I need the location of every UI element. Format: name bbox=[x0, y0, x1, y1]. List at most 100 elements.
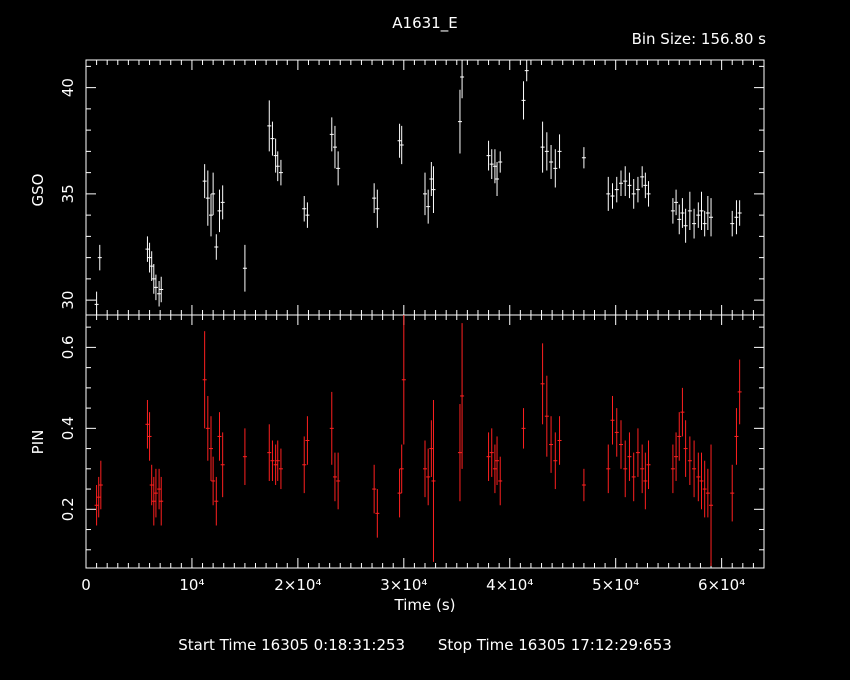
pin-data-point bbox=[623, 440, 628, 498]
x-tick-label: 5×10⁴ bbox=[592, 576, 639, 594]
pin-data-point bbox=[581, 468, 586, 502]
gso-data-point bbox=[375, 189, 380, 228]
pin-data-point bbox=[153, 468, 158, 518]
pin-data-point bbox=[643, 452, 648, 510]
pin-data-point bbox=[702, 460, 707, 518]
pin-data-point bbox=[635, 428, 640, 477]
pin-data-point bbox=[147, 412, 152, 461]
pin-data-point bbox=[372, 464, 377, 514]
gso-data-point bbox=[267, 100, 272, 152]
pin-data-point bbox=[94, 485, 99, 526]
pin-data-point bbox=[211, 456, 216, 506]
gso-data-point bbox=[674, 189, 679, 216]
gso-data-point bbox=[702, 210, 707, 237]
gso-data-point bbox=[159, 276, 164, 303]
gso-data-point bbox=[302, 196, 307, 222]
pin-data-point bbox=[375, 489, 380, 538]
pin-data-point bbox=[431, 400, 436, 562]
gso-data-point bbox=[332, 125, 337, 169]
gso-data-point bbox=[489, 149, 494, 179]
pin-data-point bbox=[557, 416, 562, 465]
pin-data-point bbox=[540, 343, 545, 425]
pin-data-point bbox=[209, 416, 214, 481]
gso-data-point bbox=[737, 200, 742, 226]
pin-data-point bbox=[692, 440, 697, 498]
gso-data-point bbox=[614, 176, 619, 203]
pin-data-point bbox=[606, 444, 611, 494]
pin-data-point bbox=[614, 408, 619, 457]
y-tick-label: 0.6 bbox=[59, 335, 77, 359]
x-tick-label: 4×10⁴ bbox=[486, 576, 533, 594]
gso-data-point bbox=[149, 251, 154, 281]
pin-data-point bbox=[544, 375, 549, 457]
pin-data-point bbox=[149, 464, 154, 506]
gso-data-point bbox=[211, 172, 216, 216]
pin-data-point bbox=[670, 444, 675, 494]
pin-data-point bbox=[734, 408, 739, 465]
gso-data-point bbox=[606, 176, 611, 211]
gso-data-point bbox=[680, 198, 685, 228]
gso-data-point bbox=[646, 181, 651, 207]
pin-data-point bbox=[397, 468, 402, 518]
pin-data-point bbox=[98, 460, 103, 510]
y-tick-label: 0.2 bbox=[59, 497, 77, 521]
gso-data-point bbox=[696, 202, 701, 228]
gso-data-point bbox=[699, 191, 704, 230]
pin-data-point bbox=[220, 432, 225, 498]
gso-data-point bbox=[492, 149, 497, 184]
pin-data-point bbox=[332, 452, 337, 502]
gso-data-point bbox=[618, 170, 623, 196]
pin-axis-label: PIN bbox=[29, 430, 47, 455]
gso-data-point bbox=[209, 193, 214, 237]
gso-data-point bbox=[734, 200, 739, 235]
gso-data-point bbox=[399, 125, 404, 165]
start-time-label: Start Time 16305 0:18:31:253 bbox=[178, 636, 406, 654]
pin-data-point bbox=[205, 395, 210, 461]
pin-data-point bbox=[157, 468, 162, 510]
pin-data-point bbox=[151, 476, 156, 526]
pin-data-point bbox=[159, 476, 164, 526]
x-tick-label: 10⁴ bbox=[179, 576, 204, 594]
pin-data-point bbox=[278, 448, 283, 490]
gso-data-point bbox=[623, 166, 628, 196]
pin-data-point bbox=[270, 440, 275, 481]
pin-data-point bbox=[401, 315, 406, 445]
gso-data-point bbox=[217, 189, 222, 233]
gso-data-point bbox=[273, 138, 278, 173]
gso-data-point bbox=[151, 264, 156, 294]
pin-data-point bbox=[730, 464, 735, 522]
gso-data-point bbox=[423, 172, 427, 216]
gso-data-point bbox=[549, 145, 554, 179]
gso-data-point bbox=[397, 123, 402, 158]
pin-data-point bbox=[302, 436, 307, 494]
gso-data-point bbox=[145, 236, 150, 262]
gso-axis-label: GSO bbox=[29, 174, 47, 207]
gso-data-point bbox=[627, 172, 632, 199]
pin-data-point bbox=[631, 452, 636, 502]
y-tick-label: 30 bbox=[59, 291, 77, 310]
gso-data-point bbox=[730, 210, 735, 237]
gso-data-point bbox=[670, 198, 675, 224]
pin-data-point bbox=[273, 444, 278, 486]
gso-panel: 30 35 40 bbox=[59, 59, 765, 316]
pin-data-point bbox=[640, 444, 645, 494]
gso-data-point bbox=[687, 191, 692, 230]
pin-data-point bbox=[680, 387, 685, 437]
gso-data-point bbox=[205, 170, 210, 226]
pin-data-point bbox=[267, 424, 272, 481]
pin-data-point bbox=[336, 452, 341, 510]
pin-data-point bbox=[498, 456, 503, 506]
pin-data-point bbox=[486, 432, 491, 481]
bin-size-label: Bin Size: 156.80 s bbox=[631, 30, 766, 48]
time-range-footer: Start Time 16305 0:18:31:253 Stop Time 1… bbox=[0, 638, 850, 653]
gso-data-point bbox=[692, 208, 697, 239]
chart-title: A1631_E bbox=[392, 14, 458, 32]
pin-data-point bbox=[705, 468, 710, 518]
x-tick-label: 3×10⁴ bbox=[380, 576, 427, 594]
pin-data-point bbox=[423, 440, 427, 498]
gso-data-point bbox=[581, 147, 586, 169]
gso-data-point bbox=[305, 202, 310, 228]
pin-data-point bbox=[217, 412, 222, 461]
pin-data-point bbox=[242, 428, 247, 486]
pin-data-point bbox=[677, 412, 682, 461]
